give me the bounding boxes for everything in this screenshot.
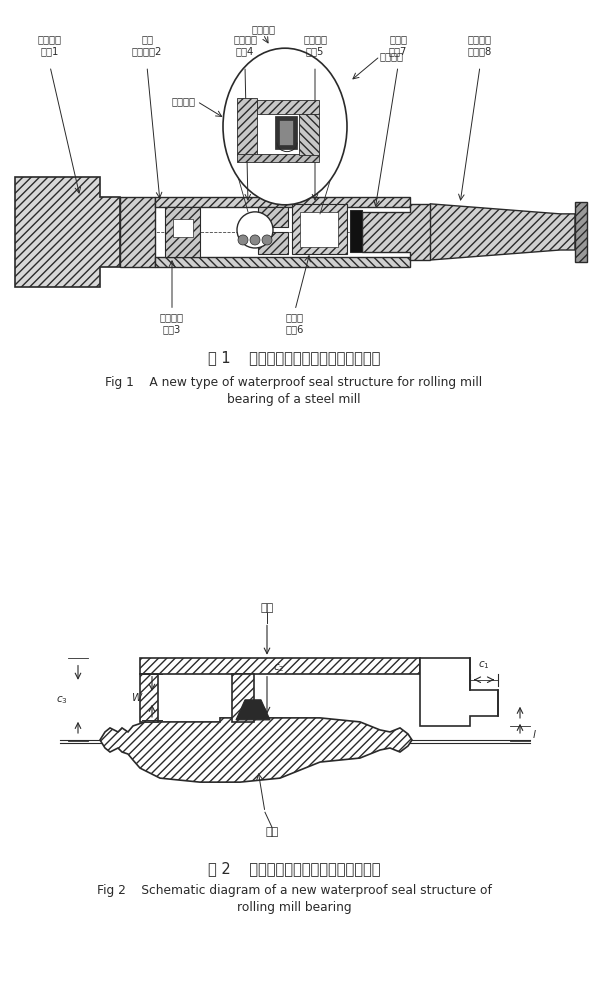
Text: bearing of a steel mill: bearing of a steel mill: [227, 393, 360, 406]
Bar: [155, 197, 410, 207]
Polygon shape: [420, 657, 498, 726]
Text: 图 1    某钢厂轧机轴承新型防水密封结构: 图 1 某钢厂轧机轴承新型防水密封结构: [208, 350, 380, 365]
Text: Fig 2    Schematic diagram of a new waterproof seal structure of: Fig 2 Schematic diagram of a new waterpr…: [97, 884, 491, 897]
Text: 迷宫支架
内侧1: 迷宫支架 内侧1: [38, 35, 62, 56]
Text: $c_2$: $c_2$: [273, 662, 284, 674]
Bar: [237, 99, 257, 154]
Text: $c_1$: $c_1$: [478, 659, 490, 670]
Text: Fig 1    A new type of waterproof seal structure for rolling mill: Fig 1 A new type of waterproof seal stru…: [105, 376, 482, 389]
Text: 密封圈压
盖内侧8: 密封圈压 盖内侧8: [468, 35, 492, 56]
Polygon shape: [362, 204, 430, 260]
Bar: [258, 207, 288, 227]
Text: $c_3$: $c_3$: [56, 694, 68, 706]
Text: 外圈: 外圈: [260, 604, 274, 614]
Ellipse shape: [223, 48, 347, 205]
Bar: [120, 197, 155, 267]
Bar: [575, 202, 587, 262]
Text: 迷宫支架
内侧5: 迷宫支架 内侧5: [303, 35, 327, 56]
Polygon shape: [430, 204, 575, 260]
Text: 内圈: 内圈: [266, 828, 279, 838]
Text: 密封圈
内侧7: 密封圈 内侧7: [389, 35, 407, 56]
Bar: [275, 117, 297, 148]
Bar: [350, 210, 362, 252]
Text: 回流出口: 回流出口: [380, 51, 404, 61]
Polygon shape: [236, 700, 270, 720]
Polygon shape: [100, 718, 412, 782]
Text: rolling mill bearing: rolling mill bearing: [237, 901, 351, 914]
Circle shape: [250, 235, 260, 245]
Bar: [140, 673, 158, 722]
Circle shape: [262, 235, 272, 245]
Circle shape: [238, 235, 248, 245]
Text: 传动侧
内侧6: 传动侧 内侧6: [286, 313, 304, 334]
Bar: [232, 673, 254, 722]
Bar: [140, 657, 420, 673]
Bar: [155, 257, 410, 267]
Text: $l$: $l$: [532, 728, 537, 740]
Text: $W$: $W$: [131, 691, 144, 703]
Text: 迷宫支架
内侧3: 迷宫支架 内侧3: [160, 313, 184, 334]
Bar: [279, 121, 293, 144]
Text: 间隙出口: 间隙出口: [171, 97, 195, 107]
Bar: [237, 153, 319, 161]
Bar: [299, 115, 319, 154]
Bar: [292, 204, 347, 254]
Bar: [300, 212, 338, 247]
Bar: [258, 232, 288, 254]
Bar: [165, 207, 200, 257]
Bar: [257, 101, 319, 115]
Text: 迷宫支架
内侧4: 迷宫支架 内侧4: [233, 35, 257, 56]
Polygon shape: [15, 176, 120, 287]
Text: 图 2    轧机轴承新型防水密封结构示意图: 图 2 轧机轴承新型防水密封结构示意图: [208, 861, 380, 876]
Text: 甩水出口: 甩水出口: [251, 24, 275, 34]
Bar: [173, 219, 193, 237]
Text: 迷宫
支架内侧2: 迷宫 支架内侧2: [132, 35, 162, 56]
Circle shape: [237, 212, 273, 248]
